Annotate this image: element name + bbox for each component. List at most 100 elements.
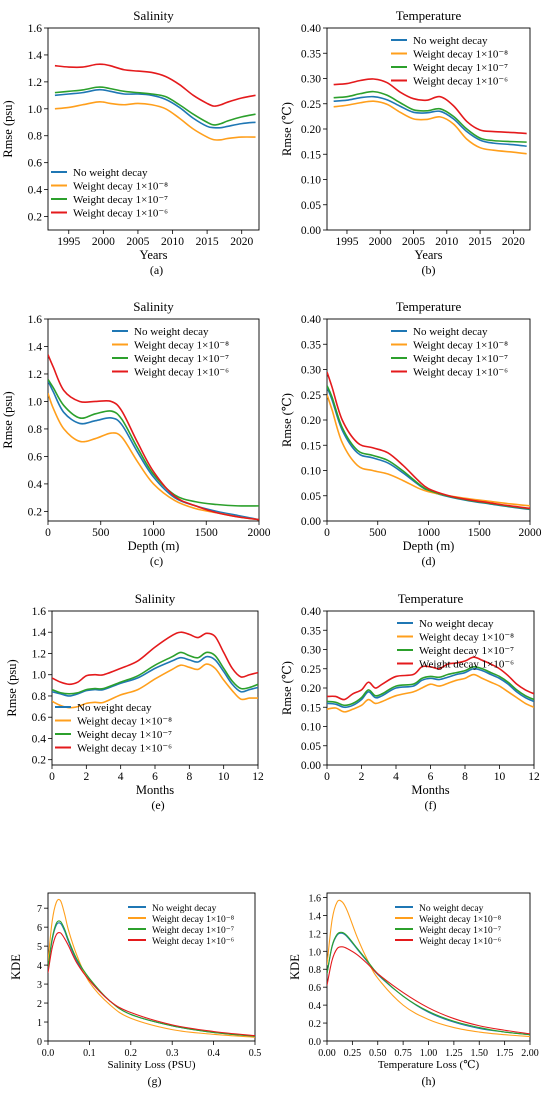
panel-caption: (f): [425, 798, 437, 812]
series-line: [48, 379, 259, 507]
panel-caption: (a): [150, 263, 163, 277]
series-line: [333, 100, 527, 155]
x-tick-label: 0.75: [394, 1048, 412, 1059]
legend-entry: Weight decay 1×10⁻⁷: [77, 729, 172, 741]
panel-f: Temperature 0 2 4 6 8 10 12 0.00 0.05 0.10 0.15 0.20…: [280, 591, 540, 812]
legend-entry: Weight decay 1×10⁻⁶: [413, 367, 508, 379]
series-line: [48, 931, 255, 1037]
series-line: [333, 78, 527, 135]
panel-h: 0.00 0.25 0.50 0.75 1.00 1.25 1.50 1.75 2.00 0.0 0…: [288, 892, 539, 1088]
panel-c: Salinity 0 500 1000 1500 2000 0.2 0.4 0.6 0.8 1.0 1…: [1, 299, 271, 568]
series-line: [333, 95, 527, 147]
x-tick-label: 2015: [469, 236, 492, 248]
y-tick-label: 0.15: [301, 702, 321, 714]
y-tick-label: 1.2: [28, 369, 43, 381]
legend-entry: Weight decay 1×10⁻⁷: [152, 926, 234, 936]
series-line: [54, 101, 256, 141]
x-axis-label: Months: [411, 783, 449, 797]
series-line: [327, 385, 530, 510]
y-tick-label: 1.4: [309, 911, 322, 922]
series-group: [48, 354, 259, 521]
series-line: [327, 667, 534, 709]
x-tick-label: 2010: [435, 236, 458, 248]
legend-entry: No weight decay: [413, 326, 488, 338]
x-tick-label: 10: [494, 771, 506, 783]
series-line: [327, 656, 534, 701]
x-tick-label: 1500: [468, 527, 491, 539]
y-tick-label: 0.05: [301, 741, 321, 753]
x-tick-label: 1.00: [420, 1048, 438, 1059]
series-group: [48, 898, 255, 1038]
x-tick-label: 8: [462, 771, 468, 783]
series-line: [327, 931, 530, 1036]
panel-caption: (e): [151, 798, 164, 812]
legend-entry: Weight decay 1×10⁻⁶: [419, 937, 501, 947]
y-tick-label: 0.40: [301, 23, 321, 35]
x-tick-label: 0.00: [318, 1048, 336, 1059]
y-tick-label: 1.6: [28, 314, 43, 326]
panel-caption: (d): [422, 554, 436, 568]
x-tick-label: 2000: [248, 527, 271, 539]
series-line: [48, 354, 259, 521]
y-tick-label: 0.2: [28, 506, 43, 518]
y-tick-label: 0.35: [301, 339, 321, 351]
legend-entry: No weight decay: [77, 702, 152, 714]
x-tick-label: 2: [359, 771, 365, 783]
y-tick-label: 0.6: [28, 451, 43, 463]
x-tick-label: 1500: [195, 527, 218, 539]
x-tick-label: 10: [218, 771, 230, 783]
x-tick-label: 1000: [417, 527, 440, 539]
y-tick-label: 0.4: [309, 1001, 322, 1012]
panel-g: 0.0 0.1 0.2 0.3 0.4 0.5 0 1 2 3 4 5 6 7 Salinity Loss …: [9, 892, 261, 1088]
series-line: [54, 63, 256, 107]
x-axis-label: Salinity Loss (PSU): [107, 1059, 195, 1071]
y-tick-label: 7: [37, 904, 42, 915]
y-tick-label: 0.4: [28, 479, 43, 491]
x-tick-label: 2000: [92, 236, 115, 248]
x-tick-label: 2005: [402, 236, 425, 248]
x-tick-label: 1995: [57, 236, 80, 248]
panel-d: Temperature 0 500 1000 1500 2000 0.00 0.05 0.10 0…: [280, 299, 542, 568]
x-axis-label: Temperature Loss (℃): [378, 1059, 480, 1071]
y-tick-label: 0.2: [28, 212, 43, 224]
legend-entry: Weight decay 1×10⁻⁸: [134, 340, 229, 352]
legend-entry: Weight decay 1×10⁻⁶: [134, 367, 229, 379]
series-group: [327, 656, 534, 713]
y-tick-label: 0.4: [32, 733, 47, 745]
y-tick-label: 0.35: [301, 625, 321, 637]
y-tick-label: 0.15: [301, 440, 321, 452]
panel-e: Salinity 0 2 4 6 8 10 12 0.2 0.4 0.6 0.8 1.0 1.2 1.4 1.…: [5, 591, 264, 812]
series-line: [48, 380, 259, 521]
legend-entry: No weight decay: [73, 167, 148, 179]
series-line: [48, 920, 255, 1037]
x-tick-label: 0.25: [344, 1048, 362, 1059]
series-line: [48, 898, 255, 1038]
x-tick-label: 1.75: [496, 1048, 514, 1059]
x-tick-label: 0.2: [125, 1048, 138, 1059]
plot-frame: [47, 27, 260, 231]
legend-entry: Weight decay 1×10⁻⁷: [134, 353, 229, 365]
x-axis-label: Depth (m): [403, 539, 455, 553]
y-axis-label: Rmse (℃): [280, 661, 294, 715]
y-tick-label: 1.0: [28, 396, 43, 408]
y-tick-label: 1: [37, 1018, 42, 1029]
x-tick-label: 500: [92, 527, 110, 539]
y-tick-label: 0.00: [301, 225, 321, 237]
legend-entry: Weight decay 1×10⁻⁷: [413, 62, 508, 74]
x-tick-label: 2015: [196, 236, 219, 248]
series-line: [327, 899, 530, 1038]
y-tick-label: 0.6: [28, 158, 43, 170]
y-tick-label: 0.6: [309, 983, 322, 994]
x-axis-label: Years: [415, 248, 443, 262]
panel-caption: (c): [150, 554, 163, 568]
series-line: [52, 655, 258, 697]
x-tick-label: 0.4: [207, 1048, 220, 1059]
y-tick-label: 0.05: [301, 200, 321, 212]
y-tick-label: 0.2: [32, 755, 47, 767]
y-tick-label: 0.4: [28, 185, 43, 197]
